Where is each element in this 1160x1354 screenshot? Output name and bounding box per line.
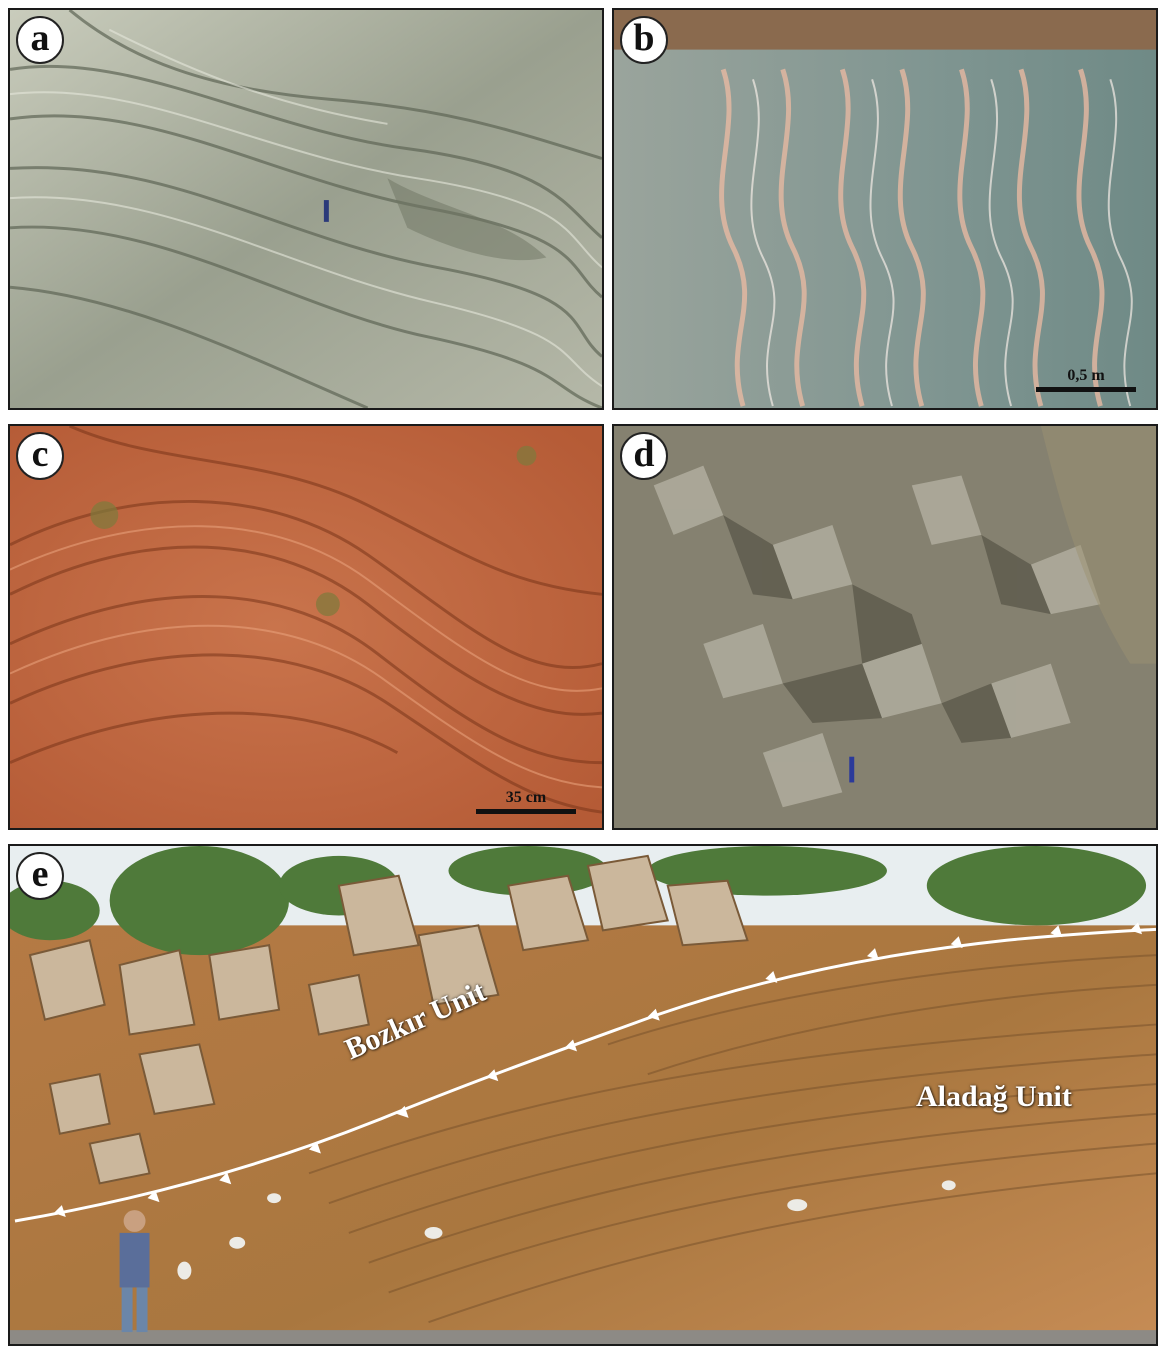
scale-bar-b: 0,5 m xyxy=(1036,362,1136,392)
photo-panel-b: b 0,5 m xyxy=(612,8,1158,410)
photo-panel-c: c 35 cm xyxy=(8,424,604,830)
scale-bar-c: 35 cm xyxy=(476,784,576,814)
panel-letter-b: b xyxy=(620,16,668,64)
aladag-unit-label: Aladağ Unit xyxy=(916,1080,1072,1113)
panel-letter-e: e xyxy=(16,852,64,900)
thrust-fault-line xyxy=(14,927,1156,1223)
scale-bar-label: 0,5 m xyxy=(1067,367,1105,384)
fractured-rock-photo-d xyxy=(614,426,1156,828)
panel-letter-a: a xyxy=(16,16,64,64)
folded-strata-photo-a xyxy=(10,10,602,408)
panel-letter-d: d xyxy=(620,432,668,480)
photo-panel-e: e Bozkır Unit Aladağ Unit xyxy=(8,844,1158,1346)
photo-panel-d: d xyxy=(612,424,1158,830)
scale-bar-label: 35 cm xyxy=(505,789,547,806)
thrust-contact-photo-e xyxy=(10,846,1156,1344)
photo-panel-a: a xyxy=(8,8,604,410)
folded-strata-photo-b xyxy=(614,10,1156,408)
folded-strata-photo-c xyxy=(10,426,602,828)
person-for-scale xyxy=(119,1210,150,1333)
panel-letter-c: c xyxy=(16,432,64,480)
